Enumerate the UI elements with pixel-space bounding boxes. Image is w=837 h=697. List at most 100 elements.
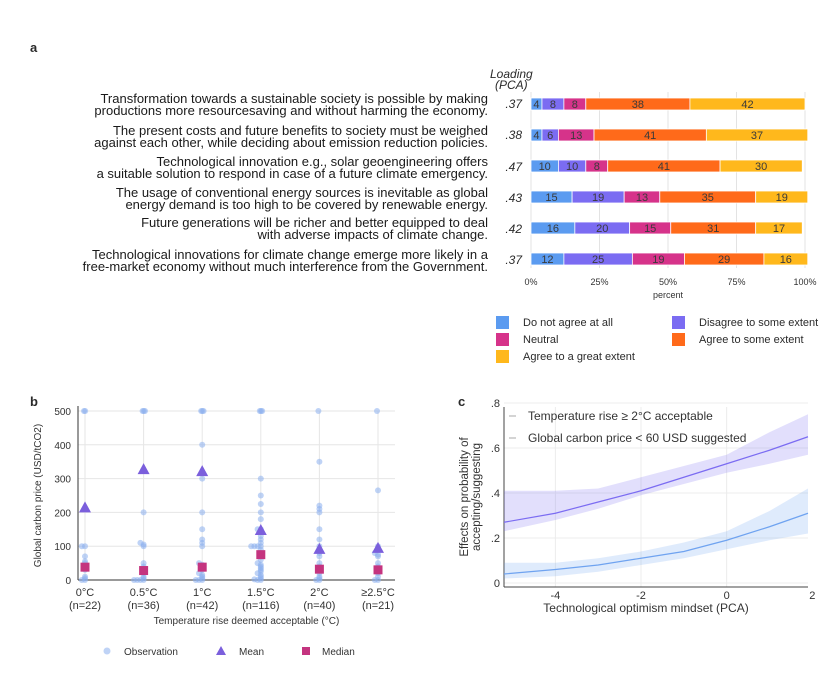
bar-x-axis-label: percent — [653, 290, 684, 300]
bar-data-label: 16 — [547, 223, 559, 235]
scatter-n-label: (n=116) — [242, 600, 279, 612]
bar-data-label: 4 — [533, 130, 539, 142]
legend-item-agree-some: Agree to some extent — [672, 333, 804, 346]
statement-5: Future generations will be richer and be… — [18, 215, 488, 241]
observation-point — [257, 492, 264, 499]
bar-data-label: 12 — [541, 254, 553, 266]
legend-label-agree-great: Agree to a great extent — [523, 350, 635, 363]
statement-2-line-1: The present costs and future benefits to… — [112, 123, 488, 138]
median-marker — [80, 562, 90, 572]
legend-swatch-disagree-some — [672, 316, 685, 329]
line-x-axis-label: Technological optimism mindset (PCA) — [543, 601, 748, 615]
observation-point — [82, 573, 88, 580]
scatter-x-tick-label: 1.5°C — [247, 587, 275, 599]
bar-data-label: 8 — [550, 99, 556, 111]
legend-label-disagree-some: Disagree to some extent — [699, 316, 819, 329]
observation-point — [257, 475, 264, 482]
legend-mean-label: Mean — [239, 647, 264, 658]
observation-point — [316, 526, 323, 533]
bar-data-label: 35 — [702, 192, 714, 204]
series-line — [503, 436, 809, 523]
legend-item-neutral: Neutral — [496, 333, 558, 346]
mean-marker — [372, 541, 384, 553]
loading-value-3: .47 — [505, 160, 522, 174]
scatter-x-tick-label: ≥2.5°C — [361, 587, 395, 599]
bar-segment — [763, 252, 809, 266]
bar-data-label: 8 — [594, 161, 600, 173]
legend-mean-icon — [216, 646, 226, 655]
scatter-y-tick-label: 500 — [54, 407, 71, 418]
observation-point — [131, 577, 137, 583]
observation-point — [200, 408, 207, 414]
loading-value-5: .42 — [505, 222, 522, 236]
loading-header-line-1: Loading — [490, 67, 533, 81]
legend-swatch-agree-some — [672, 333, 685, 346]
legend-observation-icon — [103, 647, 111, 655]
line-x-tick-label: 0 — [724, 590, 730, 602]
bar-data-label: 4 — [533, 99, 539, 111]
bar-segment — [705, 128, 809, 142]
line-y-tick-label: .6 — [491, 443, 500, 455]
statement-6-line-1: Technological innovations for climate ch… — [92, 247, 488, 262]
observation-point — [142, 408, 148, 414]
bar-data-label: 15 — [644, 223, 656, 235]
observation-point — [192, 577, 199, 583]
scatter-y-tick-label: 300 — [54, 475, 71, 486]
legend-label-neutral: Neutral — [523, 333, 559, 346]
legend-observation-label: Observation — [124, 647, 178, 658]
observation-point — [199, 536, 206, 543]
scatter-n-label: (n=36) — [128, 600, 160, 612]
observation-point — [374, 408, 380, 414]
bar-data-label: 41 — [644, 130, 656, 142]
mean-marker — [254, 523, 267, 535]
scatter-y-tick-label: 0 — [65, 576, 71, 587]
observation-point — [78, 543, 85, 550]
median-marker — [197, 562, 207, 572]
legend-median-icon — [302, 647, 310, 655]
statement-2-line-2: against each other, while deciding about… — [94, 135, 488, 150]
legend-item-agree-great: Agree to a great extent — [496, 350, 635, 363]
scatter-y-tick-label: 400 — [54, 441, 71, 452]
bar-x-tick-label: 25% — [590, 277, 608, 287]
median-marker — [256, 550, 266, 560]
bar-data-label: 15 — [545, 192, 557, 204]
median-marker — [314, 564, 324, 574]
statement-4: The usage of conventional energy sources… — [18, 186, 488, 212]
line-y-tick-label: .8 — [491, 398, 500, 410]
bar-data-label: 31 — [707, 223, 719, 235]
legend-label-do-not-agree: Do not agree at all — [523, 316, 613, 329]
observation-point — [82, 408, 89, 414]
bar-data-label: 6 — [547, 130, 553, 142]
scatter-y-axis-label: Global carbon price (USD/tCO2) — [33, 424, 44, 567]
loading-value-6: .37 — [505, 253, 522, 267]
loading-header-line-2: (PCA) — [495, 78, 528, 92]
bar-data-label: 41 — [658, 161, 670, 173]
statement-6-line-2: free-market economy without much interfe… — [82, 259, 488, 274]
statement-5-line-1: Future generations will be richer and be… — [141, 215, 488, 230]
panel-a-label: a — [30, 40, 38, 55]
line-legend-label: Temperature rise ≥ 2°C acceptable — [528, 409, 713, 423]
bar-data-label: 30 — [755, 161, 767, 173]
legend-item-do-not-agree: Do not agree at all — [496, 316, 613, 329]
observation-point — [316, 502, 323, 509]
legend-swatch-neutral — [496, 333, 509, 346]
statement-4-line-2: energy demand is too high to be covered … — [125, 197, 488, 212]
scatter-n-label: (n=42) — [186, 600, 218, 612]
observation-point — [257, 500, 264, 507]
bar-segment — [755, 221, 803, 235]
median-marker — [373, 565, 383, 575]
line-y-tick-label: .4 — [491, 488, 500, 500]
scatter-x-tick-label: 0.5°C — [130, 587, 158, 599]
line-y-axis-label-1: Effects on probability of — [459, 437, 471, 557]
statement-1-line-1: Transformation towards a sustainable soc… — [100, 91, 488, 106]
bar-data-label: 8 — [572, 99, 578, 111]
bar-data-label: 19 — [652, 254, 664, 266]
bar-x-tick-label: 0% — [524, 277, 537, 287]
observation-point — [315, 408, 322, 414]
observation-point — [248, 543, 255, 550]
mean-marker — [313, 542, 326, 554]
observation-point — [199, 441, 206, 448]
observation-point — [199, 475, 206, 482]
bar-data-label: 25 — [592, 254, 604, 266]
statement-2: The present costs and future benefits to… — [18, 123, 488, 150]
